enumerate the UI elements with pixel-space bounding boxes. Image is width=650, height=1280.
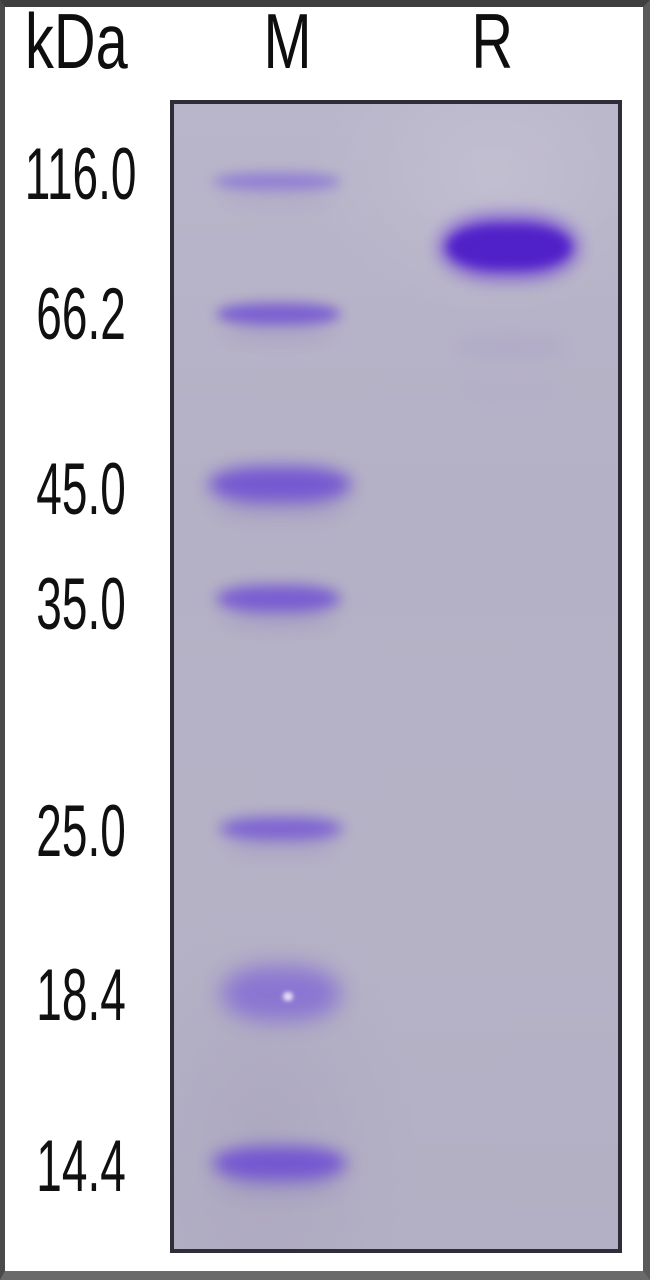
gel-band-m-18: [221, 966, 341, 1021]
mw-label-text: 18.4: [36, 955, 126, 1037]
gel-band-r-ghost-1: [455, 338, 565, 356]
gel-band-m-18-speck: [283, 992, 293, 1001]
unit-label-text: kDa: [24, 0, 128, 85]
unit-label-kda: kDa: [0, 2, 152, 80]
mw-label-text: 66.2: [36, 274, 126, 356]
gel-band-m-66: [216, 303, 341, 325]
mw-label-text: 25.0: [36, 791, 126, 873]
mw-label-14.4: 14.4: [0, 1130, 162, 1203]
gel-band-m-45: [208, 466, 352, 502]
gel-band-r-main-core: [448, 226, 570, 268]
mw-label-text: 116.0: [25, 134, 137, 216]
gel-band-r-ghost-2: [460, 384, 560, 398]
mw-label-66.2: 66.2: [0, 278, 162, 351]
lane-label-m: M: [227, 2, 347, 80]
lane-label-r-text: R: [471, 0, 513, 85]
mw-label-45.0: 45.0: [0, 453, 162, 526]
mw-label-35.0: 35.0: [0, 568, 162, 641]
gel-band-m-25: [219, 817, 343, 840]
mw-label-text: 14.4: [36, 1126, 126, 1208]
mw-label-116.0: 116.0: [0, 138, 162, 211]
gel: [170, 100, 622, 1253]
mw-label-text: 35.0: [36, 564, 126, 646]
lane-label-m-text: M: [262, 0, 312, 85]
mw-label-18.4: 18.4: [0, 959, 162, 1032]
mw-label-25.0: 25.0: [0, 795, 162, 868]
gel-band-m-116: [213, 173, 341, 190]
gel-band-m-35: [216, 585, 341, 612]
gel-band-m-14: [212, 1146, 347, 1180]
lane-label-r: R: [432, 2, 552, 80]
mw-label-text: 45.0: [36, 449, 126, 531]
